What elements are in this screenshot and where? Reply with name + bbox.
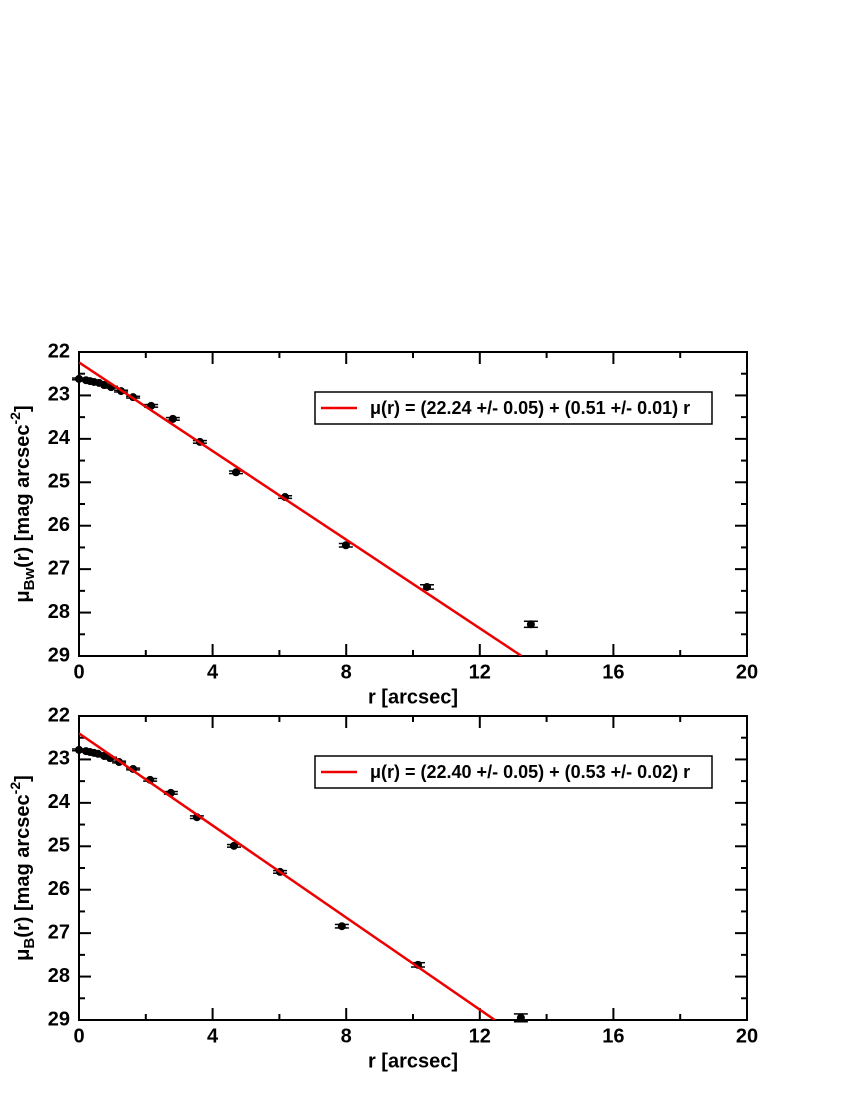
y-axis-label-part: μ (12, 949, 34, 961)
x-axis-label: r [arcsec] (368, 686, 458, 708)
panel: 0 4 8 12 16 20 22 23 24 25 26 27 28 29 r [arcsec] μBw(r… (7, 340, 758, 708)
x-tick-label: 0 (73, 1025, 84, 1047)
plot-frame (78, 715, 748, 1021)
y-tick-label: 28 (48, 601, 70, 623)
data-point (526, 620, 535, 629)
data-point (168, 414, 177, 423)
x-tick-label: 20 (736, 1025, 758, 1047)
x-axis-label: r [arcsec] (368, 1050, 458, 1072)
y-tick-label: 29 (48, 644, 70, 666)
y-tick-label: 29 (48, 1008, 70, 1030)
y-axis-label-part: B (21, 938, 38, 949)
data-point (423, 582, 432, 591)
plot-frame (78, 351, 748, 657)
fit-line (79, 361, 523, 656)
y-tick-label: 25 (48, 471, 70, 493)
data-point (229, 841, 238, 850)
data-point (337, 922, 346, 931)
x-tick-label: 8 (341, 661, 352, 683)
y-tick-label: 28 (48, 965, 70, 987)
y-tick-label: 25 (48, 835, 70, 857)
y-tick-label: 24 (48, 427, 71, 449)
y-axis-label: μB(r) [mag arcsec-2] (7, 775, 38, 961)
y-axis-label-part: μ (12, 590, 34, 602)
y-axis-label-part: ] (12, 775, 34, 782)
panel: 0 4 8 12 16 20 22 23 24 25 26 27 28 29 r [arcsec] μB(r)… (7, 704, 758, 1072)
x-tick-label: 4 (207, 1025, 219, 1047)
data-point (516, 1013, 525, 1022)
legend-label: μ(r) = (22.24 +/- 0.05) + (0.51 +/- 0.01… (370, 398, 690, 418)
y-axis-label-part: -2 (7, 782, 23, 795)
y-axis-label-part: Bw (21, 568, 38, 591)
x-tick-label: 12 (469, 1025, 491, 1047)
y-tick-label: 22 (48, 340, 70, 362)
fit-line (79, 732, 496, 1020)
legend-box (314, 391, 713, 425)
x-tick-label: 0 (73, 661, 84, 683)
y-tick-label: 26 (48, 878, 70, 900)
y-tick-label: 27 (48, 557, 70, 579)
legend-box (314, 755, 713, 789)
y-tick-label: 27 (48, 921, 70, 943)
y-axis-label-part: (r) [mag arcsec (12, 424, 34, 567)
x-tick-label: 16 (602, 661, 624, 683)
legend-label: μ(r) = (22.40 +/- 0.05) + (0.53 +/- 0.02… (370, 762, 690, 782)
y-tick-label: 22 (48, 704, 70, 726)
x-tick-label: 20 (736, 661, 758, 683)
y-tick-label: 24 (48, 791, 71, 813)
y-tick-label: 23 (48, 748, 70, 770)
y-axis-label-part: -2 (7, 412, 23, 425)
y-axis-label-part: (r) [mag arcsec (12, 794, 34, 937)
y-axis-label: μBw(r) [mag arcsec-2] (7, 405, 38, 602)
y-tick-label: 26 (48, 514, 70, 536)
y-axis-label-part: ] (12, 405, 34, 412)
x-tick-label: 4 (207, 661, 219, 683)
x-tick-label: 16 (602, 1025, 624, 1047)
data-point (341, 541, 350, 550)
x-tick-label: 12 (469, 661, 491, 683)
y-tick-label: 23 (48, 384, 70, 406)
data-point (231, 468, 240, 477)
x-tick-label: 8 (341, 1025, 352, 1047)
